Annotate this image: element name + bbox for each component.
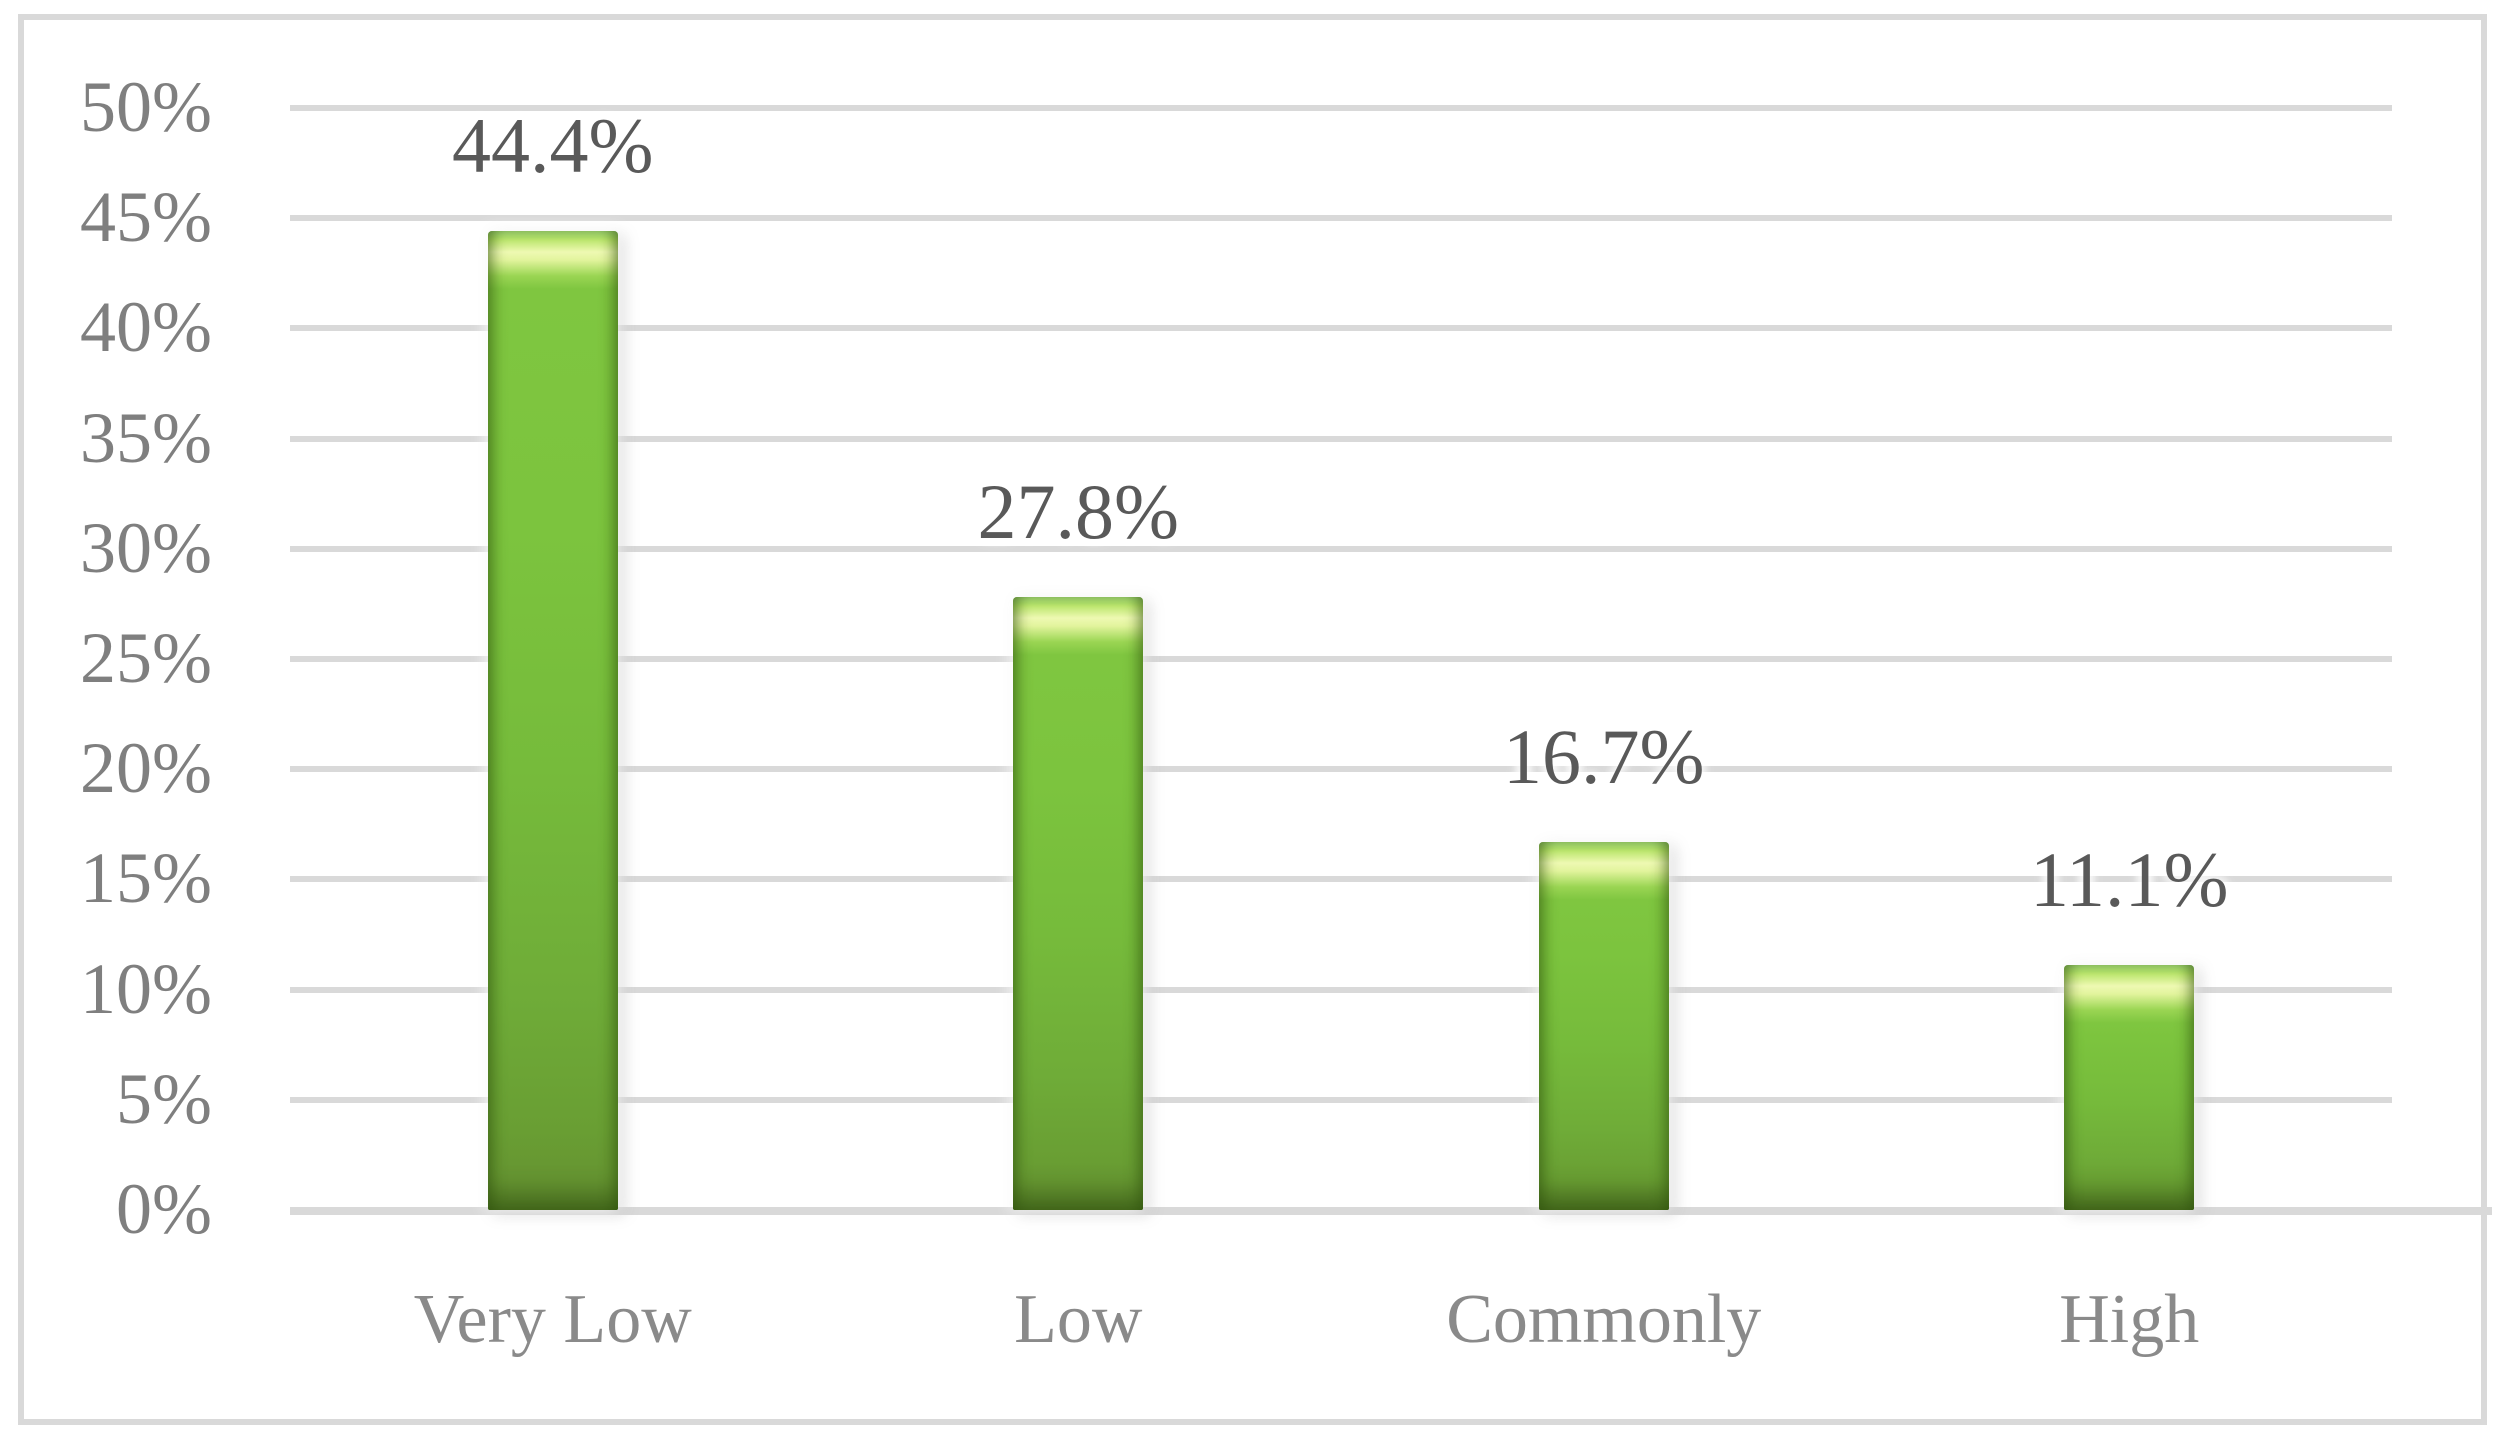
bar-commonly [1538, 841, 1669, 1210]
y-tick-label-0-: 0% [116, 1169, 212, 1249]
y-tick-label-10-: 10% [80, 948, 212, 1029]
gridline-30pct [290, 545, 2392, 552]
gridline-15pct [290, 876, 2392, 883]
data-label-very-low: 44.4% [452, 102, 654, 190]
gridline-45pct [290, 215, 2392, 222]
gridline-35pct [290, 435, 2392, 442]
y-tick-label-30-: 30% [80, 507, 212, 588]
data-label-high: 11.1% [2029, 836, 2229, 924]
gridline-25pct [290, 656, 2392, 662]
gridline-50pct [290, 105, 2392, 111]
bar-low [1013, 597, 1144, 1210]
bar-very-low [487, 231, 618, 1210]
y-tick-label-25-: 25% [80, 618, 212, 698]
category-label-high: High [2059, 1281, 2200, 1358]
gridline-20pct [290, 766, 2392, 773]
y-tick-label-50-: 50% [80, 67, 212, 147]
bar-high [2064, 965, 2195, 1210]
data-label-low: 27.8% [977, 468, 1179, 556]
category-label-low: Low [1014, 1281, 1143, 1358]
gridline-5pct [290, 1096, 2392, 1103]
data-label-commonly: 16.7% [1503, 712, 1705, 800]
y-tick-label-20-: 20% [80, 728, 212, 809]
x-axis-line [290, 1207, 2492, 1215]
gridline-10pct [290, 986, 2392, 993]
y-tick-label-35-: 35% [80, 397, 212, 478]
gridline-40pct [290, 325, 2392, 332]
category-label-commonly: Commonly [1446, 1281, 1762, 1358]
y-tick-label-5-: 5% [116, 1058, 212, 1139]
y-tick-label-15-: 15% [80, 838, 212, 919]
category-label-very-low: Very Low [413, 1281, 692, 1358]
y-tick-label-45-: 45% [80, 177, 212, 258]
y-tick-label-40-: 40% [80, 287, 212, 368]
